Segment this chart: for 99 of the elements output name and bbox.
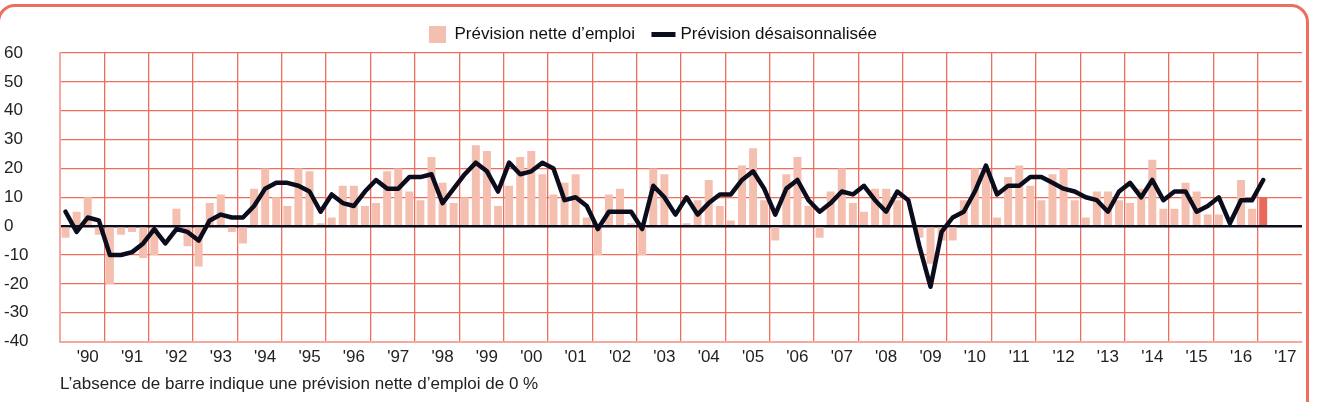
bar [771,227,780,241]
text: L’absence de barre indique une prévision nette d’emploi de 0 % [60,374,539,394]
x-tick-label: '13 [1096,347,1120,367]
bar [893,200,902,225]
bar [238,227,247,244]
bar [538,174,547,225]
bar [1026,185,1035,225]
bar [848,203,857,225]
x-tick-label: '17 [1274,347,1297,367]
bar [460,197,469,225]
x-tick-label: '91 [121,347,144,367]
y-tick-label: 30 [4,129,23,149]
y-tick-label: 50 [4,71,23,91]
bar [72,211,81,225]
y-tick-label: 0 [4,215,14,235]
bar [172,208,181,225]
bar [549,194,558,225]
bar [128,227,137,232]
bar [593,227,602,256]
bar [449,203,458,225]
bar [494,205,503,225]
bar [505,185,514,225]
bar [516,156,525,225]
y-tick-label: -30 [4,302,29,322]
bar [1248,208,1257,225]
x-tick-label: '06 [786,347,809,367]
y-tick-label: 40 [4,100,23,120]
bar [416,200,425,225]
x-tick-label: '95 [298,347,321,367]
bar [1203,214,1212,225]
x-tick-label: '93 [209,347,232,367]
bar [815,227,824,238]
x-tick-label: '01 [564,347,587,367]
x-tick-label: '00 [520,347,543,367]
y-tick-label: -10 [4,244,29,264]
x-tick-label: '11 [1008,347,1030,367]
y-tick-label: 10 [4,186,23,206]
bar [1037,200,1046,225]
bar [405,191,414,225]
bar [1115,200,1124,225]
x-tick-label: '08 [875,347,898,367]
x-tick-label: '04 [697,347,720,367]
y-tick-label: 60 [4,42,23,62]
x-tick-label: '96 [342,347,365,367]
bar [1048,174,1057,225]
bar [227,227,236,232]
bar [993,217,1002,225]
bar [1081,217,1090,225]
x-tick-label: '02 [608,347,632,367]
x-tick-label: '92 [165,347,188,367]
bar [804,205,813,225]
bar [294,168,303,225]
bar [1170,208,1179,225]
bar [1126,203,1135,225]
bar [1214,214,1223,225]
bar [837,168,846,225]
bar [327,217,336,225]
bar [582,217,591,225]
bar [471,145,480,225]
x-tick-label: '99 [475,347,499,367]
x-tick-label: '14 [1141,347,1164,367]
bar [859,211,868,225]
bar [1070,200,1079,225]
bar [61,227,70,238]
bar [726,220,735,225]
legend-label: Prévision désaisonnalisée [680,24,878,44]
x-tick-label: '15 [1185,347,1208,367]
bar [482,151,491,225]
bar [1159,208,1168,225]
bar [1015,165,1024,225]
bar [948,227,957,241]
x-tick-label: '97 [387,347,410,367]
bar [117,227,125,235]
x-tick-label: '94 [254,347,277,367]
x-tick-label: '90 [76,347,99,367]
y-tick-label: -20 [4,273,29,293]
bar [715,205,724,225]
bar [360,205,369,225]
bar [926,227,935,264]
x-tick-label: '10 [963,347,986,367]
bar [749,148,758,225]
bar [1004,177,1013,225]
bar [638,227,647,256]
x-tick-label: '03 [653,347,676,367]
y-tick-label: 20 [4,158,23,178]
bar [760,200,769,225]
x-tick-label: '12 [1052,347,1075,367]
bar [372,203,381,225]
y-tick-label: -40 [4,331,29,351]
x-tick-label: '07 [830,347,853,367]
x-tick-label: '09 [919,347,942,367]
x-tick-label: '05 [742,347,765,367]
bar [283,205,292,225]
legend-label: Prévision nette d’emploi [454,24,635,44]
x-tick-label: '16 [1229,347,1253,367]
x-tick-label: '98 [431,347,454,367]
bar [272,197,281,225]
bar [1059,168,1068,225]
bar [527,151,536,225]
